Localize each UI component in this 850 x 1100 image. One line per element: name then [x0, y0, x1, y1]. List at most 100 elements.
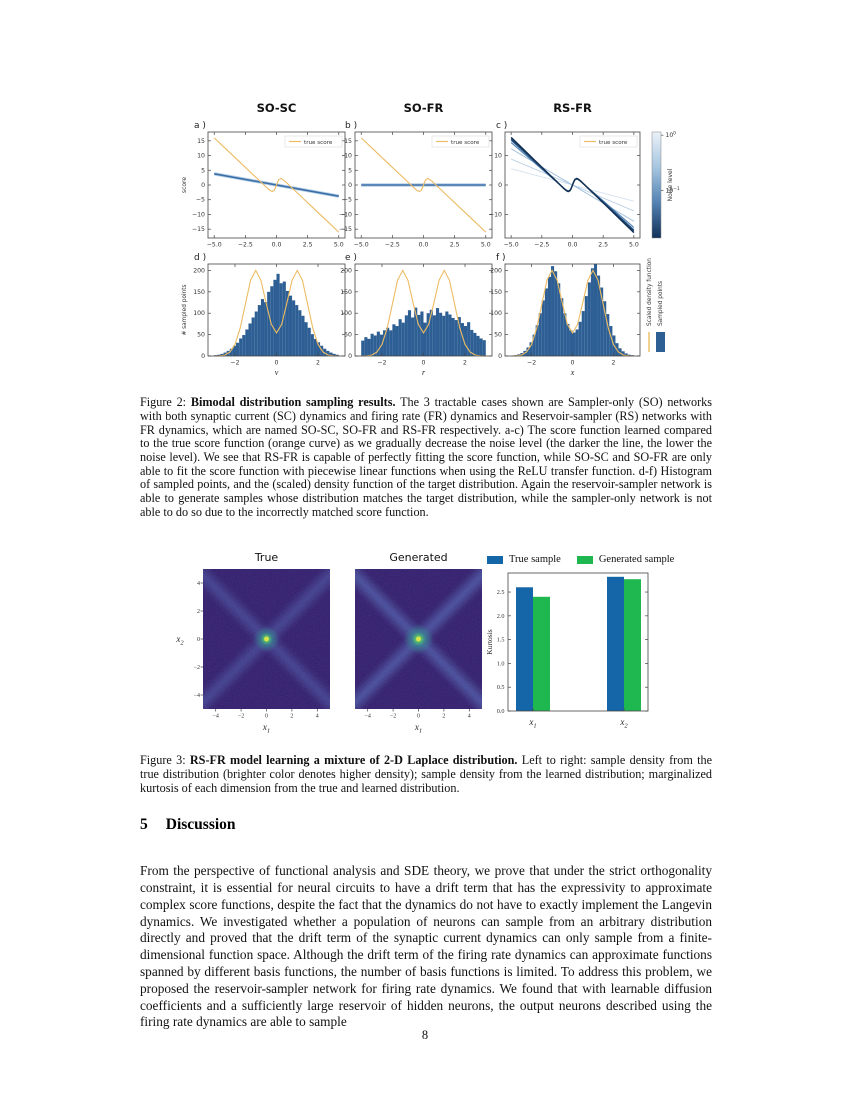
svg-text:4: 4 [316, 714, 319, 720]
fig2-plot-e-hist-so-fr: e ) −2 0 2 0 50 100 150 200 r [340, 253, 493, 377]
math-label: x1 [528, 717, 536, 730]
svg-text:0: 0 [417, 714, 420, 720]
svg-text:−2: −2 [194, 665, 200, 671]
svg-text:2.5: 2.5 [497, 589, 505, 596]
true-score-legend: true score [579, 135, 638, 148]
svg-text:−5.0: −5.0 [354, 242, 369, 249]
axes: −4 −2 0 2 4 [365, 709, 471, 720]
svg-text:2: 2 [463, 360, 467, 367]
svg-text:15: 15 [344, 138, 352, 145]
fig2-plot-d-hist-so-sc: d ) # sampled points −2 0 2 0 50 100 150 200 v [182, 253, 346, 377]
svg-text:10: 10 [197, 153, 205, 160]
svg-text:0: 0 [348, 353, 352, 360]
figure3-caption-title: RS-FR model learning a mixture of 2-D La… [189, 753, 518, 768]
svg-text:score: score [181, 177, 188, 193]
histogram-bars [511, 264, 634, 356]
svg-text:1.0: 1.0 [497, 660, 505, 667]
svg-text:d ): d ) [194, 253, 206, 263]
figure2-caption-body: The 3 tractable cases shown are Sampler-… [140, 395, 713, 519]
fig2-plot-a-score-so-sc: a ) score −5.0 −2.5 0.0 2.5 5.0 15 10 5 0 −5 −10 −15 t… [181, 121, 346, 249]
svg-text:−5.0: −5.0 [207, 242, 222, 249]
svg-text:−5: −5 [196, 197, 205, 204]
svg-text:Noise level: Noise level [667, 168, 674, 201]
svg-text:−2: −2 [238, 714, 244, 720]
series-line [511, 269, 634, 357]
svg-text:0: 0 [571, 360, 575, 367]
svg-text:f ): f ) [496, 253, 506, 263]
svg-text:0: 0 [265, 714, 268, 720]
kurtosis-bars [516, 576, 641, 711]
svg-text:1.5: 1.5 [497, 637, 505, 644]
svg-text:0: 0 [197, 637, 200, 643]
svg-text:c ): c ) [496, 121, 507, 131]
axes: −5.0 −2.5 0.0 2.5 5.0 10 0 −10 [489, 132, 640, 249]
svg-text:50: 50 [197, 332, 205, 339]
series-line [213, 137, 340, 233]
series-group [213, 137, 340, 233]
svg-text:−2.5: −2.5 [534, 242, 549, 249]
svg-text:e ): e ) [345, 253, 357, 263]
series-group [360, 137, 487, 233]
svg-text:Sampled points: Sampled points [658, 281, 664, 326]
svg-text:200: 200 [340, 267, 352, 274]
svg-text:−2: −2 [527, 360, 536, 367]
svg-text:Scaled density function: Scaled density function [647, 258, 653, 326]
svg-text:15: 15 [197, 138, 205, 145]
svg-text:10−1: 10−1 [666, 186, 680, 195]
svg-text:5.0: 5.0 [334, 242, 344, 249]
series-line [214, 269, 339, 357]
fig2f-legend: Scaled density function Sampled points [647, 258, 665, 352]
svg-text:−2: −2 [390, 714, 396, 720]
svg-text:−2.5: −2.5 [238, 242, 253, 249]
fig3-kurtosis-bar-chart: Kurtosis 0.0 0.5 1.0 1.5 2.0 2.5 x1 x2 [485, 572, 649, 730]
legend-patch-sample [656, 332, 665, 352]
figure2-caption: Figure 2: Bimodal distribution sampling … [140, 395, 713, 519]
svg-text:2: 2 [442, 714, 445, 720]
svg-text:2: 2 [611, 360, 615, 367]
svg-text:−10: −10 [192, 211, 205, 218]
svg-text:10: 10 [494, 153, 502, 160]
svg-text:5.0: 5.0 [629, 242, 639, 249]
true-score-legend: true score [284, 135, 343, 148]
svg-text:−5: −5 [343, 197, 352, 204]
fig2-plot-b-score-so-fr: b ) −5.0 −2.5 0.0 2.5 5.0 15 10 5 0 −5 −10 −15 true s… [339, 121, 493, 249]
svg-text:0: 0 [201, 182, 205, 189]
svg-text:0: 0 [275, 360, 279, 367]
svg-text:−4: −4 [213, 714, 219, 720]
fig2-col-title-rs-fr: RS-FR [553, 101, 592, 115]
svg-text:5: 5 [201, 167, 205, 174]
axes: −5.0 −2.5 0.0 2.5 5.0 15 10 5 0 −5 −10 −15 [339, 132, 492, 249]
svg-text:2: 2 [316, 360, 320, 367]
figure2-caption-prefix: Figure 2: [140, 395, 191, 410]
math-label: x1 [262, 722, 270, 735]
svg-text:2: 2 [290, 714, 293, 720]
svg-text:−2: −2 [230, 360, 239, 367]
svg-text:−2.5: −2.5 [385, 242, 400, 249]
fig3-title-true: True [254, 551, 279, 564]
svg-text:100: 100 [193, 310, 205, 317]
heatmap-density [203, 569, 330, 709]
svg-text:200: 200 [490, 267, 502, 274]
svg-text:−15: −15 [192, 226, 205, 233]
svg-text:r: r [422, 368, 426, 377]
svg-text:100: 100 [490, 310, 502, 317]
svg-text:0: 0 [422, 360, 426, 367]
axes: −2 0 2 0 50 100 150 200 [193, 264, 345, 367]
axes: −4 −2 0 2 4 −4 −2 0 2 4 [194, 581, 319, 720]
bar-generated-sample [533, 596, 550, 711]
legend-label-generated-sample: Generated sample [598, 554, 675, 565]
series-line [361, 269, 486, 357]
svg-text:2.0: 2.0 [497, 613, 505, 620]
svg-text:4: 4 [197, 581, 200, 587]
svg-text:true score: true score [304, 140, 333, 146]
svg-text:0.0: 0.0 [497, 708, 505, 715]
svg-text:−10: −10 [489, 211, 502, 218]
svg-text:200: 200 [193, 267, 205, 274]
legend-swatch-generated-sample [576, 555, 593, 564]
svg-text:v: v [275, 368, 279, 377]
legend-swatch-true-sample [487, 555, 503, 564]
discussion-paragraph: From the perspective of functional analy… [140, 863, 712, 1030]
section-number: 5 [140, 816, 148, 833]
